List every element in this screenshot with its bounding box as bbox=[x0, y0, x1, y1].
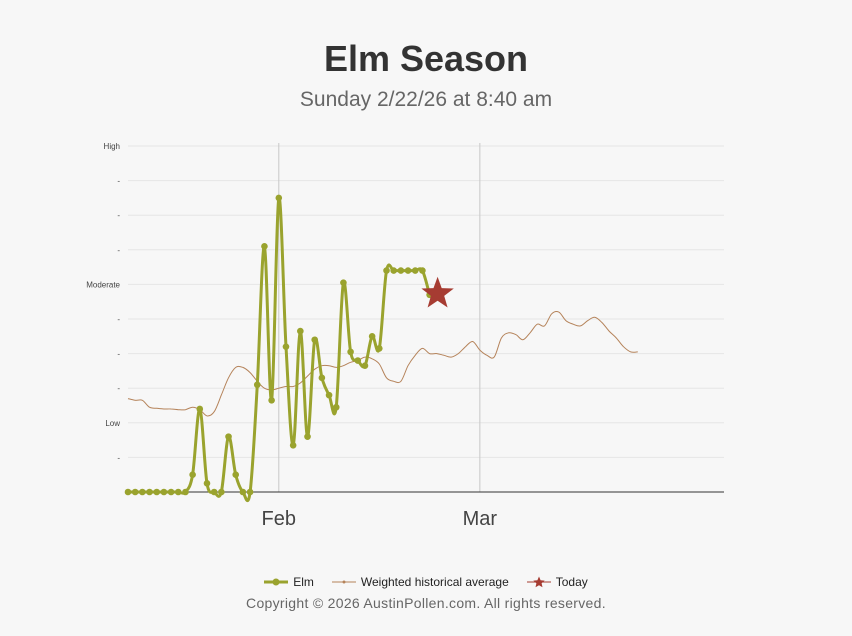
elm-data-point bbox=[332, 403, 340, 411]
elm-data-point bbox=[253, 381, 261, 389]
elm-data-point bbox=[340, 279, 347, 286]
y-tick-label: High bbox=[104, 142, 120, 151]
y-tick-label: - bbox=[117, 177, 120, 186]
chart-title: Elm Season bbox=[323, 38, 529, 79]
elm-data-point bbox=[131, 488, 139, 496]
elm-data-point bbox=[347, 348, 354, 356]
thin-line-icon bbox=[331, 580, 356, 584]
legend-item-average[interactable]: Weighted historical average bbox=[331, 575, 509, 589]
y-tick-label: - bbox=[117, 315, 120, 324]
elm-data-point bbox=[297, 327, 304, 335]
elm-data-point bbox=[361, 362, 369, 370]
elm-data-point bbox=[232, 471, 240, 479]
y-tick-label: - bbox=[117, 384, 120, 393]
elm-data-point bbox=[246, 488, 254, 496]
elm-data-point bbox=[261, 243, 268, 250]
elm-data-point bbox=[275, 194, 283, 202]
elm-data-point bbox=[153, 488, 161, 496]
elm-data-point bbox=[189, 471, 196, 479]
elm-data-point bbox=[160, 488, 168, 496]
elm-data-point bbox=[282, 343, 290, 350]
elm-data-point bbox=[289, 441, 297, 449]
elm-data-point bbox=[411, 267, 419, 274]
elm-data-point bbox=[210, 488, 218, 496]
elm-data-point bbox=[404, 267, 412, 274]
elm-data-point bbox=[354, 357, 362, 364]
x-tick-label: Feb bbox=[262, 508, 296, 530]
legend-label-elm: Elm bbox=[293, 575, 314, 589]
y-tick-label: - bbox=[117, 211, 120, 220]
elm-data-point bbox=[390, 267, 397, 274]
y-tick-label: Moderate bbox=[86, 280, 120, 289]
legend-label-average: Weighted historical average bbox=[360, 575, 509, 589]
series-line-average bbox=[127, 311, 638, 417]
copyright-notice: Copyright © 2026 AustinPollen.com. All r… bbox=[246, 595, 606, 611]
y-tick-label: - bbox=[117, 453, 120, 462]
elm-data-point bbox=[239, 488, 247, 496]
elm-data-point bbox=[167, 488, 175, 496]
elm-data-point bbox=[146, 488, 153, 496]
elm-data-point bbox=[268, 397, 275, 404]
y-tick-label: - bbox=[117, 246, 120, 255]
x-tick-label: Mar bbox=[463, 508, 498, 530]
star-icon bbox=[526, 576, 551, 588]
chart-legend: Elm Weighted historical average Today bbox=[0, 575, 852, 589]
elm-data-point bbox=[368, 333, 376, 340]
elm-data-point bbox=[182, 488, 189, 496]
elm-data-point bbox=[397, 267, 405, 274]
elm-data-point bbox=[318, 374, 326, 382]
elm-data-point bbox=[196, 405, 204, 413]
elm-data-point bbox=[304, 433, 311, 440]
elm-data-point bbox=[225, 433, 232, 440]
legend-item-today[interactable]: Today bbox=[526, 575, 588, 589]
pollen-chart: High - - - Moderate - - - Low - Feb Mar bbox=[86, 142, 724, 530]
elm-data-point bbox=[139, 488, 146, 496]
elm-data-point bbox=[311, 336, 318, 344]
chart-subtitle: Sunday 2/22/26 at 8:40 am bbox=[299, 88, 553, 111]
legend-label-today: Today bbox=[555, 575, 588, 589]
elm-data-point bbox=[376, 345, 383, 352]
line-dot-icon bbox=[264, 578, 289, 586]
elm-data-point bbox=[218, 488, 225, 496]
y-tick-label: - bbox=[117, 350, 120, 359]
elm-data-point bbox=[325, 391, 333, 399]
elm-data-point bbox=[419, 267, 426, 274]
elm-data-point bbox=[124, 488, 132, 496]
legend-item-elm[interactable]: Elm bbox=[264, 575, 314, 589]
elm-data-point bbox=[203, 480, 211, 487]
y-tick-label: Low bbox=[105, 419, 120, 428]
elm-data-point bbox=[174, 488, 182, 496]
elm-data-point bbox=[383, 267, 390, 274]
today-star-marker bbox=[421, 276, 454, 308]
